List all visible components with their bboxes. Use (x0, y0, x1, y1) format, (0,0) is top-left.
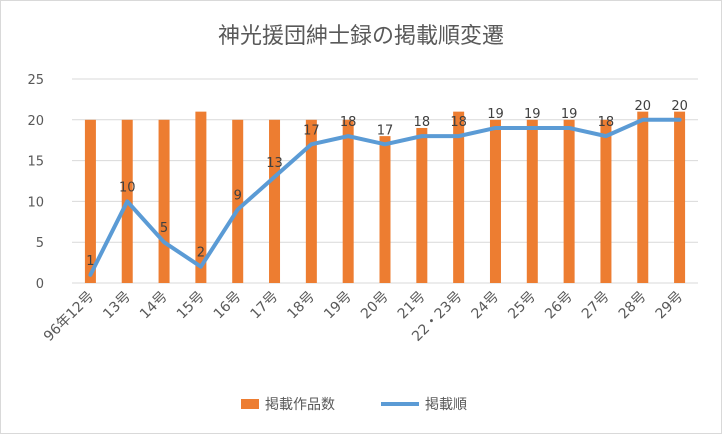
bar (158, 119, 170, 283)
data-label: 20 (671, 99, 688, 114)
data-label: 19 (524, 107, 541, 122)
data-label: 18 (598, 115, 615, 130)
x-tick-label: 25号 (505, 289, 539, 323)
bar (342, 119, 354, 283)
bar (526, 119, 538, 283)
data-label: 9 (234, 189, 242, 204)
legend-bar-label: 掲載作品数 (265, 397, 335, 413)
bar (379, 136, 391, 283)
data-label: 17 (303, 123, 320, 138)
x-tick-label: 20号 (358, 289, 392, 323)
bar (563, 119, 575, 283)
data-label: 18 (450, 115, 467, 130)
y-tick-label: 15 (27, 155, 44, 170)
x-tick-label: 27号 (579, 289, 613, 323)
x-tick-label: 96年12号 (41, 289, 97, 345)
bar (305, 119, 317, 283)
legend: 掲載作品数 掲載順 (241, 397, 467, 413)
data-label: 10 (119, 180, 136, 195)
data-label: 18 (340, 115, 357, 130)
x-tick-label: 24号 (468, 289, 502, 323)
y-tick-label: 10 (27, 195, 44, 210)
x-tick-label: 26号 (542, 289, 576, 323)
chart-title: 神光援団紳士録の掲載順変遷 (218, 24, 504, 49)
y-tick-label: 5 (36, 236, 44, 251)
bar (453, 111, 465, 283)
legend-bar-swatch (241, 399, 259, 409)
bar (195, 111, 207, 283)
bar (269, 119, 281, 283)
data-label: 19 (487, 107, 504, 122)
x-tick-label: 19号 (321, 289, 355, 323)
x-tick-label: 16号 (211, 289, 245, 323)
x-tick-label: 21号 (395, 289, 429, 323)
legend-line-label: 掲載順 (425, 397, 467, 413)
y-tick-label: 25 (27, 73, 44, 88)
y-tick-label: 0 (36, 277, 44, 292)
bar (416, 127, 428, 284)
x-tick-label: 18号 (284, 289, 318, 323)
x-tick-label: 14号 (137, 289, 171, 323)
y-tick-label: 20 (27, 114, 44, 129)
bar (489, 119, 501, 283)
data-label: 13 (266, 156, 283, 171)
bar (84, 119, 96, 283)
data-labels: 1 10 5 2 9 13 17 18 17 18 18 19 19 19 18 20 20 (86, 99, 688, 269)
bar (637, 111, 649, 283)
data-label: 2 (197, 246, 205, 261)
data-label: 17 (377, 123, 394, 138)
x-tick-label: 15号 (174, 289, 208, 323)
x-tick-label: 17号 (248, 289, 282, 323)
x-tick-label: 29号 (653, 289, 687, 323)
data-label: 18 (414, 115, 431, 130)
data-label: 20 (634, 99, 651, 114)
bar (674, 111, 686, 283)
bar (600, 119, 612, 283)
data-label: 1 (86, 254, 94, 269)
x-tick-label: 13号 (100, 289, 134, 323)
line-series (88, 117, 682, 277)
bar (232, 119, 244, 283)
data-label: 19 (561, 107, 578, 122)
x-tick-label: 28号 (616, 289, 650, 323)
data-label: 5 (160, 221, 168, 236)
